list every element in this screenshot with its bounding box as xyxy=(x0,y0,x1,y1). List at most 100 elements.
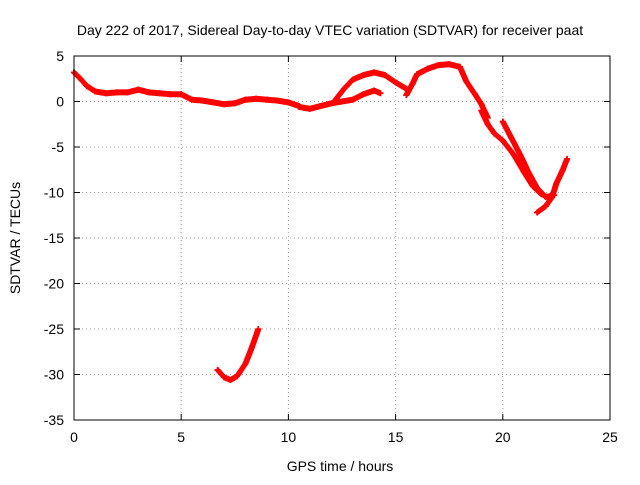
data-point xyxy=(381,72,388,79)
chart-title: Day 222 of 2017, Sidereal Day-to-day VTE… xyxy=(77,22,583,38)
data-point xyxy=(534,209,541,216)
data-point xyxy=(233,373,240,380)
series-main xyxy=(71,69,303,110)
data-point xyxy=(221,101,228,108)
data-point xyxy=(403,92,410,99)
data-point xyxy=(77,75,84,82)
data-point xyxy=(525,169,532,176)
data-point xyxy=(508,134,515,141)
x-tick-label: 15 xyxy=(388,429,404,445)
x-tick-label: 25 xyxy=(602,429,618,445)
y-tick-label: -5 xyxy=(52,139,65,155)
data-point xyxy=(463,78,470,85)
grid-lines xyxy=(74,56,610,420)
data-point xyxy=(296,103,303,110)
data-point xyxy=(414,71,421,78)
data-point xyxy=(167,91,174,98)
data-point xyxy=(553,180,560,187)
data-point xyxy=(559,166,566,173)
data-point xyxy=(255,326,262,332)
y-tick-label: -35 xyxy=(44,412,64,428)
series-segment-7 xyxy=(534,155,571,216)
data-point xyxy=(178,91,185,98)
x-tick-label: 0 xyxy=(70,429,78,445)
data-point xyxy=(306,105,313,112)
data-point xyxy=(199,97,206,104)
data-point xyxy=(446,61,453,68)
series-segment-8 xyxy=(214,326,262,383)
y-tick-label: -10 xyxy=(44,185,64,201)
data-point xyxy=(317,103,324,110)
data-point xyxy=(534,184,541,191)
x-tick-label: 10 xyxy=(281,429,297,445)
data-series xyxy=(71,61,571,383)
y-tick-label: 0 xyxy=(56,94,64,110)
data-point xyxy=(285,99,292,106)
data-point xyxy=(392,79,399,86)
data-point xyxy=(103,90,110,97)
data-point xyxy=(377,90,384,97)
x-tick-label: 5 xyxy=(177,429,185,445)
data-point xyxy=(135,86,142,93)
data-point xyxy=(124,89,131,96)
data-point xyxy=(242,96,249,103)
series-segment-2 xyxy=(296,87,384,112)
data-point xyxy=(263,96,270,103)
x-tick-label: 20 xyxy=(495,429,511,445)
data-point xyxy=(478,101,485,108)
data-point xyxy=(491,130,498,137)
data-point xyxy=(409,80,416,87)
data-point xyxy=(349,76,356,83)
data-point xyxy=(360,91,367,98)
data-point xyxy=(484,121,491,128)
data-point xyxy=(516,151,523,158)
data-point xyxy=(478,107,485,114)
series-segment-3 xyxy=(332,69,410,103)
y-tick-label: -15 xyxy=(44,230,64,246)
y-tick-label: 5 xyxy=(56,48,64,64)
axis-ticks: 0 5 10 15 20 25 5 0 -5 -10 -15 -20 -25 -30 -35 xyxy=(44,48,618,445)
y-axis-label: SDTVAR / TECUs xyxy=(7,182,23,294)
data-point xyxy=(113,89,120,96)
data-point xyxy=(328,100,335,107)
data-point xyxy=(248,344,255,351)
data-point xyxy=(371,69,378,76)
data-point xyxy=(349,96,356,103)
data-point xyxy=(424,65,431,72)
data-point xyxy=(371,87,378,94)
data-point xyxy=(156,90,163,97)
data-point xyxy=(471,91,478,98)
y-tick-label: -25 xyxy=(44,321,64,337)
data-point xyxy=(360,72,367,79)
series-segment-4 xyxy=(403,61,491,121)
data-point xyxy=(274,97,281,104)
data-point xyxy=(510,151,517,158)
data-point xyxy=(456,63,463,70)
y-tick-label: -30 xyxy=(44,367,64,383)
data-point xyxy=(227,376,234,383)
data-point xyxy=(549,194,556,201)
data-point xyxy=(92,88,99,95)
data-point xyxy=(210,99,217,106)
data-point xyxy=(564,155,571,162)
data-point xyxy=(332,96,339,103)
data-point xyxy=(188,96,195,103)
data-point xyxy=(435,62,442,69)
data-point xyxy=(542,203,549,210)
data-point xyxy=(242,360,249,367)
data-point xyxy=(231,100,238,107)
data-point xyxy=(146,89,153,96)
y-tick-label: -20 xyxy=(44,276,64,292)
data-point xyxy=(499,137,506,144)
data-point xyxy=(214,366,221,373)
data-point xyxy=(542,194,549,201)
data-point xyxy=(341,85,348,92)
data-point xyxy=(499,118,506,125)
data-point xyxy=(221,374,228,381)
x-axis-label: GPS time / hours xyxy=(287,458,394,474)
data-point xyxy=(339,98,345,105)
data-point xyxy=(83,83,90,90)
series-segment-6 xyxy=(499,118,558,201)
